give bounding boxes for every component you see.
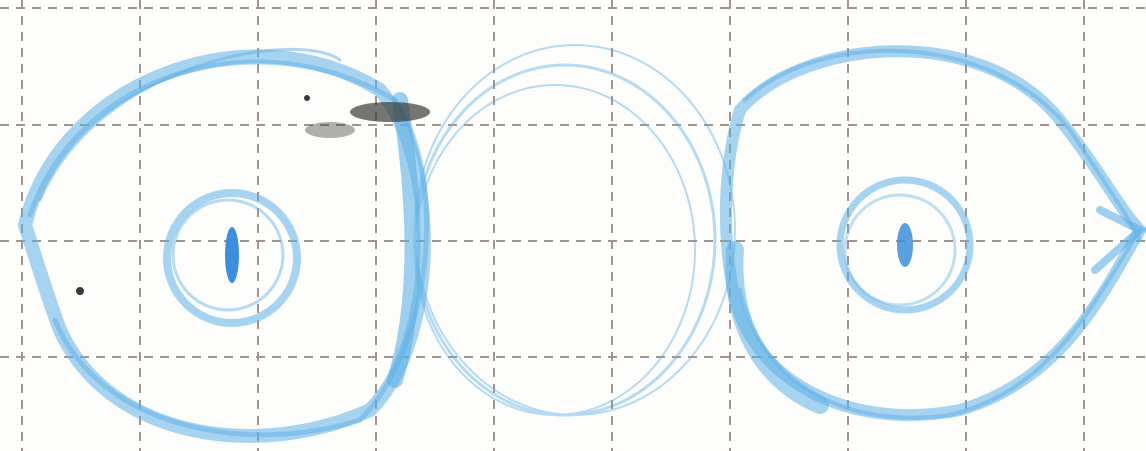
smudge bbox=[305, 122, 355, 138]
outline bbox=[38, 47, 342, 202]
iris bbox=[843, 193, 957, 307]
left-eye bbox=[17, 47, 431, 443]
outline bbox=[725, 241, 829, 414]
pupil bbox=[225, 227, 239, 283]
iris bbox=[163, 189, 301, 327]
dot bbox=[76, 287, 84, 295]
corner bbox=[1091, 206, 1146, 274]
outline bbox=[387, 92, 421, 388]
smudge bbox=[76, 95, 430, 295]
right-eye bbox=[719, 45, 1146, 422]
dot bbox=[304, 95, 310, 101]
smudge bbox=[350, 102, 430, 122]
iris bbox=[836, 176, 974, 314]
iris bbox=[171, 198, 285, 312]
pupil bbox=[897, 223, 913, 267]
